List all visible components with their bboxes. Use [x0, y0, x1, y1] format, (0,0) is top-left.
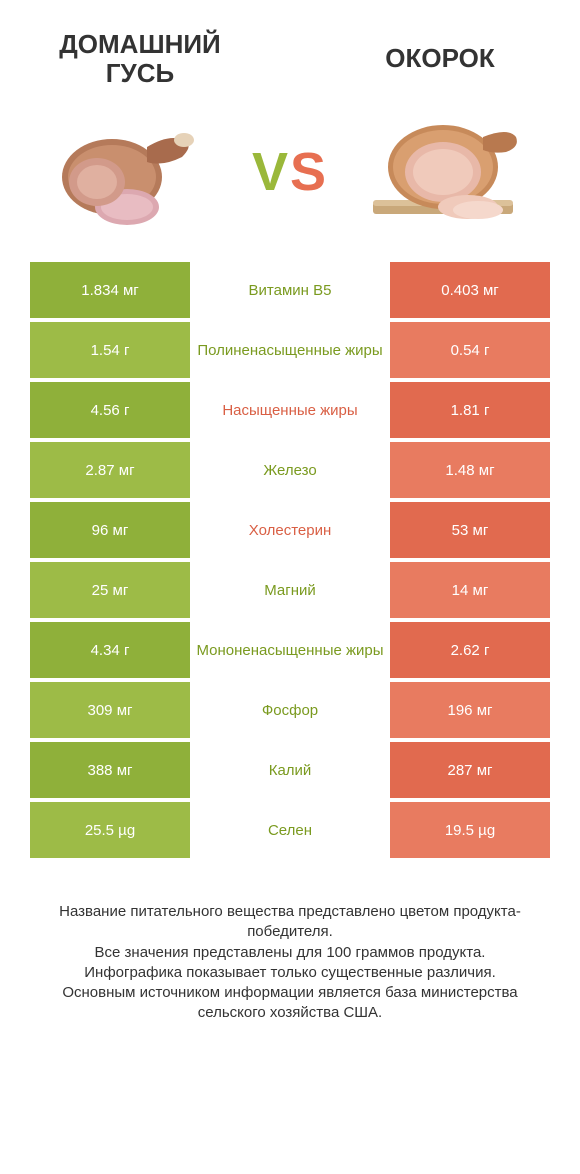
- nutrient-label: Фосфор: [190, 682, 390, 738]
- value-cell-left: 388 мг: [30, 742, 190, 798]
- value-cell-right: 2.62 г: [390, 622, 550, 678]
- product-image-left: [52, 112, 222, 232]
- value-cell-right: 287 мг: [390, 742, 550, 798]
- vs-label: VS: [252, 141, 328, 203]
- table-row: 388 мгКалий287 мг: [30, 742, 550, 798]
- table-row: 2.87 мгЖелезо1.48 мг: [30, 442, 550, 498]
- value-cell-left: 1.54 г: [30, 322, 190, 378]
- table-row: 309 мгФосфор196 мг: [30, 682, 550, 738]
- vs-row: VS: [0, 102, 580, 262]
- nutrient-label: Витамин B5: [190, 262, 390, 318]
- footer-line-3: Инфографика показывает только существенн…: [30, 963, 550, 983]
- nutrient-label: Магний: [190, 562, 390, 618]
- table-row: 25 мгМагний14 мг: [30, 562, 550, 618]
- vs-letter-v: V: [252, 142, 290, 202]
- nutrient-label: Железо: [190, 442, 390, 498]
- value-cell-right: 14 мг: [390, 562, 550, 618]
- value-cell-left: 96 мг: [30, 502, 190, 558]
- table-row: 1.834 мгВитамин B50.403 мг: [30, 262, 550, 318]
- product-title-left: ДОМАШНИЙ ГУСЬ: [40, 30, 240, 87]
- footer-line-4: Основным источником информации является …: [30, 983, 550, 1024]
- value-cell-right: 1.81 г: [390, 382, 550, 438]
- table-row: 1.54 гПолиненасыщенные жиры0.54 г: [30, 322, 550, 378]
- value-cell-right: 19.5 µg: [390, 802, 550, 858]
- product-image-right: [358, 112, 528, 232]
- table-row: 96 мгХолестерин53 мг: [30, 502, 550, 558]
- nutrient-label: Насыщенные жиры: [190, 382, 390, 438]
- vs-letter-s: S: [290, 142, 328, 202]
- nutrient-label: Селен: [190, 802, 390, 858]
- nutrient-label: Полиненасыщенные жиры: [190, 322, 390, 378]
- table-row: 4.34 гМононенасыщенные жиры2.62 г: [30, 622, 550, 678]
- comparison-table: 1.834 мгВитамин B50.403 мг1.54 гПолинена…: [0, 262, 580, 858]
- value-cell-right: 53 мг: [390, 502, 550, 558]
- product-title-right: ОКОРОК: [340, 44, 540, 73]
- value-cell-right: 0.54 г: [390, 322, 550, 378]
- footer-line-2: Все значения представлены для 100 граммо…: [30, 943, 550, 963]
- value-cell-left: 4.34 г: [30, 622, 190, 678]
- value-cell-right: 196 мг: [390, 682, 550, 738]
- value-cell-left: 309 мг: [30, 682, 190, 738]
- value-cell-right: 1.48 мг: [390, 442, 550, 498]
- value-cell-left: 25 мг: [30, 562, 190, 618]
- value-cell-left: 1.834 мг: [30, 262, 190, 318]
- nutrient-label: Калий: [190, 742, 390, 798]
- value-cell-left: 2.87 мг: [30, 442, 190, 498]
- footer-notes: Название питательного вещества представл…: [0, 862, 580, 1024]
- value-cell-left: 25.5 µg: [30, 802, 190, 858]
- nutrient-label: Холестерин: [190, 502, 390, 558]
- table-row: 4.56 гНасыщенные жиры1.81 г: [30, 382, 550, 438]
- header: ДОМАШНИЙ ГУСЬ ОКОРОК: [0, 0, 580, 102]
- nutrient-label: Мононенасыщенные жиры: [190, 622, 390, 678]
- value-cell-left: 4.56 г: [30, 382, 190, 438]
- value-cell-right: 0.403 мг: [390, 262, 550, 318]
- table-row: 25.5 µgСелен19.5 µg: [30, 802, 550, 858]
- footer-line-1: Название питательного вещества представл…: [30, 902, 550, 943]
